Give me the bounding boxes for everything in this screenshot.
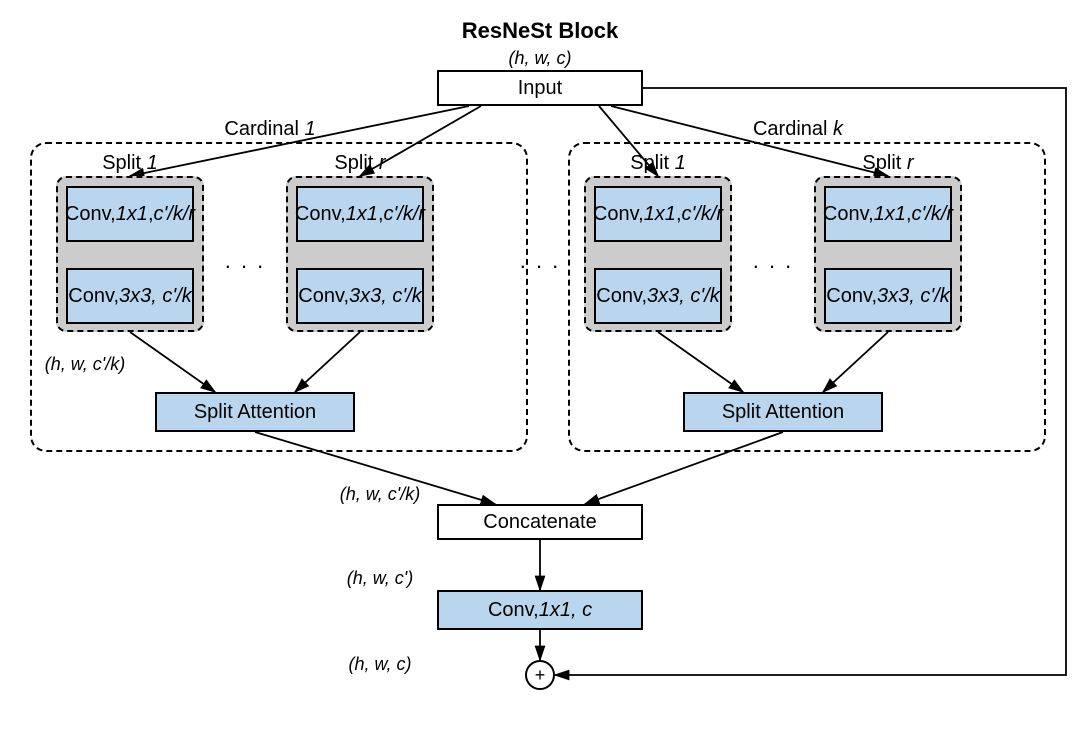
card1-split1-title: Split 1 — [102, 152, 158, 175]
center-dots: . . . — [520, 248, 561, 274]
cardk-split-attention: Split Attention — [683, 392, 883, 432]
input-box: Input — [437, 70, 643, 106]
card1-splitr-conv2: Conv,3x3, c'/k — [296, 268, 424, 324]
card1-hwck-anno: (h, w, c'/k) — [45, 354, 125, 375]
card1-split1-conv2: Conv,3x3, c'/k — [66, 268, 194, 324]
cardk-split1-conv1: Conv, 1x1,c'/k/r — [594, 186, 722, 242]
concatenate-box: Concatenate — [437, 504, 643, 540]
bottom-hwck-anno: (h, w, c'/k) — [340, 484, 420, 505]
cardk-splitr-conv2: Conv,3x3, c'/k — [824, 268, 952, 324]
cardk-dots: . . . — [753, 248, 794, 274]
card1-splitr-conv1: Conv, 1x1,c'/k/r — [296, 186, 424, 242]
cardinal-left-label: Cardinal 1 — [224, 118, 315, 141]
card1-splitr-title: Split r — [334, 152, 385, 175]
card1-split1-conv1: Conv, 1x1,c'/k/r — [66, 186, 194, 242]
input-dims-anno: (h, w, c) — [508, 48, 571, 69]
cardk-splitr-title: Split r — [862, 152, 913, 175]
cardinal-right-label: Cardinal k — [753, 118, 843, 141]
diagram-stage: ResNeSt Block (h, w, c) Input Cardinal 1… — [0, 0, 1080, 748]
add-circle: + — [525, 660, 555, 690]
diagram-title: ResNeSt Block — [462, 18, 619, 44]
conv-final-box: Conv, 1x1, c — [437, 590, 643, 630]
bottom-hwcprime-anno: (h, w, c') — [347, 568, 413, 589]
cardk-split1-title: Split 1 — [630, 152, 686, 175]
cardk-splitr-conv1: Conv, 1x1,c'/k/r — [824, 186, 952, 242]
card1-dots: . . . — [225, 248, 266, 274]
card1-split-attention: Split Attention — [155, 392, 355, 432]
cardk-split1-conv2: Conv,3x3, c'/k — [594, 268, 722, 324]
bottom-hwc-anno: (h, w, c) — [348, 654, 411, 675]
